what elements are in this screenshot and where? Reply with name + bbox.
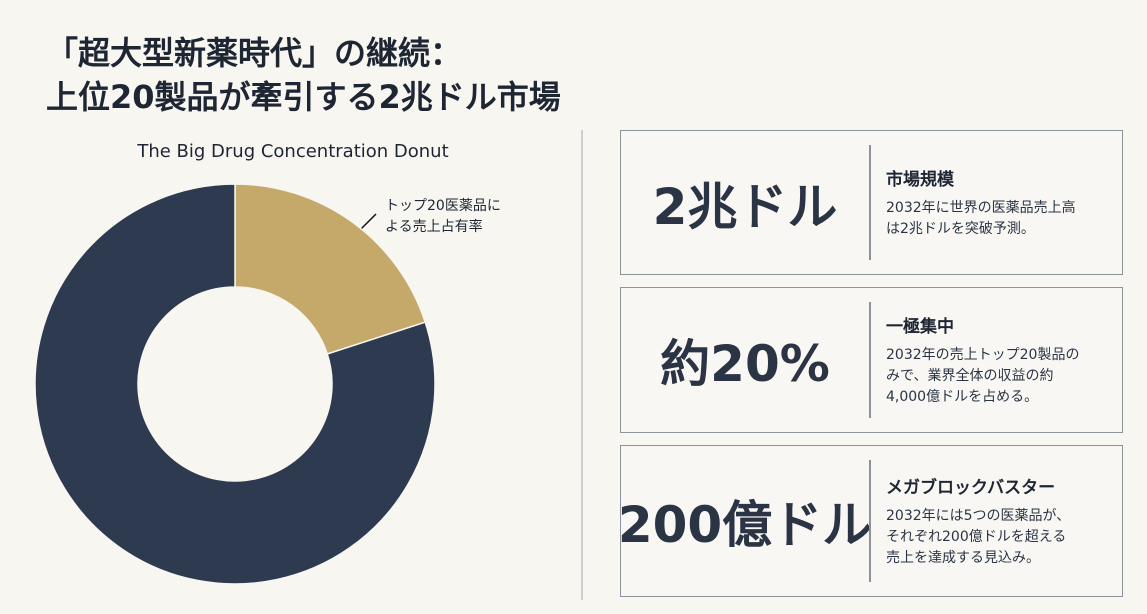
card-separator bbox=[869, 302, 871, 418]
stat-value: 約20% bbox=[660, 335, 830, 393]
card-body: 4,000億ドルを占める。 bbox=[886, 389, 1039, 405]
page-title: 「超大型新薬時代」の継続： bbox=[46, 34, 463, 72]
card-body: は2兆ドルを突破予測。 bbox=[886, 221, 1035, 237]
card-body: みで、業界全体の収益の約 bbox=[886, 368, 1054, 384]
card-body: 2032年の売上トップ20製品の bbox=[886, 347, 1080, 363]
stat-value: 200億ドル bbox=[617, 496, 873, 554]
card-body: それぞれ200億ドルを超える bbox=[886, 529, 1067, 545]
card-body: 2032年に世界の医薬品売上高 bbox=[886, 200, 1076, 216]
card-separator bbox=[869, 145, 871, 260]
card-text: メガブロックバスター 2032年には5つの医薬品が、 それぞれ200億ドルを超える売… bbox=[886, 446, 1070, 596]
stat-value: 2兆ドル bbox=[652, 177, 838, 236]
card-body: 売上を達成する見込み。 bbox=[886, 550, 1040, 566]
annotation: トップ20医薬品に bbox=[385, 198, 501, 214]
card-body: 2032年には5つの医薬品が、 bbox=[886, 508, 1071, 524]
chart-title: The Big Drug Concentration Donut bbox=[136, 141, 448, 162]
card-text: 市場規模 2032年に世界の医薬品売上高 は2兆ドルを突破予測。 bbox=[886, 131, 1076, 274]
card-heading: 一極集中 bbox=[886, 317, 954, 337]
page-title: 上位20製品が牽引する2兆ドル市場 bbox=[46, 78, 561, 116]
stat-card: 約20% 一極集中 2032年の売上トップ20製品の みで、業界全体の収益の約 4,00… bbox=[620, 287, 1123, 433]
stat-card: 200億ドル メガブロックバスター 2032年には5つの医薬品が、 それぞれ200億ド… bbox=[617, 445, 1123, 597]
stat-card: 2兆ドル 市場規模 2032年に世界の医薬品売上高 は2兆ドルを突破予測。 bbox=[620, 130, 1123, 275]
donut-slice bbox=[234, 183, 427, 355]
card-heading: 市場規模 bbox=[886, 170, 954, 190]
card-text: 一極集中 2032年の売上トップ20製品の みで、業界全体の収益の約 4,000億ドル… bbox=[886, 288, 1079, 432]
chart: The Big Drug Concentration Donut トップ20医薬… bbox=[34, 141, 501, 585]
annotation: よる売上占有率 bbox=[385, 218, 483, 235]
donut-slice bbox=[34, 183, 436, 585]
card-heading: メガブロックバスター bbox=[886, 478, 1056, 498]
divider bbox=[581, 130, 583, 600]
card-separator bbox=[869, 460, 871, 582]
